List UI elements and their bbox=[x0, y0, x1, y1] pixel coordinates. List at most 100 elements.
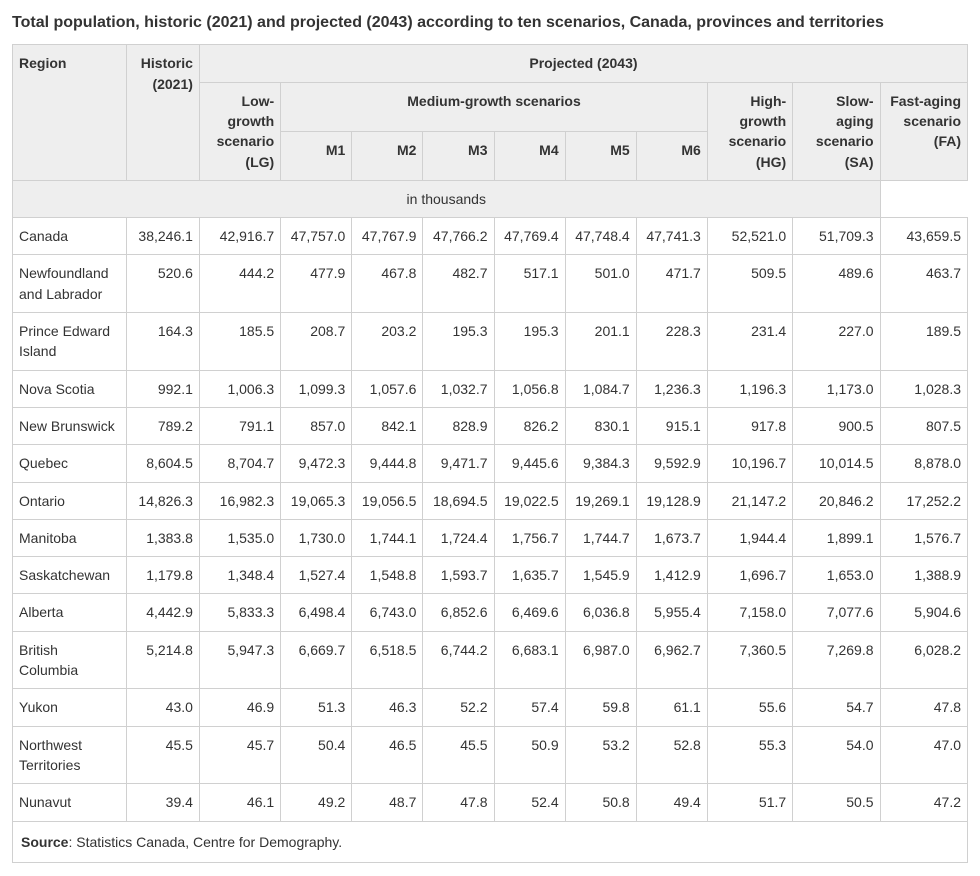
cell-value: 842.1 bbox=[352, 407, 423, 444]
cell-value: 5,904.6 bbox=[880, 594, 967, 631]
cell-value: 8,878.0 bbox=[880, 445, 967, 482]
cell-value: 467.8 bbox=[352, 255, 423, 313]
cell-value: 46.5 bbox=[352, 726, 423, 784]
cell-value: 20,846.2 bbox=[793, 482, 880, 519]
cell-value: 57.4 bbox=[494, 689, 565, 726]
cell-value: 9,471.7 bbox=[423, 445, 494, 482]
cell-value: 5,214.8 bbox=[126, 631, 199, 689]
cell-value: 444.2 bbox=[199, 255, 280, 313]
cell-region: Saskatchewan bbox=[13, 557, 127, 594]
cell-value: 45.5 bbox=[126, 726, 199, 784]
cell-value: 46.9 bbox=[199, 689, 280, 726]
cell-value: 203.2 bbox=[352, 313, 423, 371]
cell-value: 1,548.8 bbox=[352, 557, 423, 594]
cell-region: New Brunswick bbox=[13, 407, 127, 444]
cell-region: Newfoundland and Labrador bbox=[13, 255, 127, 313]
cell-value: 1,028.3 bbox=[880, 370, 967, 407]
cell-value: 1,056.8 bbox=[494, 370, 565, 407]
cell-value: 1,576.7 bbox=[880, 519, 967, 556]
col-fa: Fast-aging scenario (FA) bbox=[880, 82, 967, 180]
col-m3: M3 bbox=[423, 131, 494, 180]
cell-value: 54.0 bbox=[793, 726, 880, 784]
cell-value: 39.4 bbox=[126, 784, 199, 821]
cell-value: 1,545.9 bbox=[565, 557, 636, 594]
cell-value: 42,916.7 bbox=[199, 218, 280, 255]
cell-value: 19,065.3 bbox=[281, 482, 352, 519]
cell-value: 1,635.7 bbox=[494, 557, 565, 594]
source-text: : Statistics Canada, Centre for Demograp… bbox=[68, 834, 342, 850]
cell-value: 228.3 bbox=[636, 313, 707, 371]
cell-value: 463.7 bbox=[880, 255, 967, 313]
cell-region: Nunavut bbox=[13, 784, 127, 821]
cell-value: 1,730.0 bbox=[281, 519, 352, 556]
cell-value: 47,741.3 bbox=[636, 218, 707, 255]
cell-value: 1,179.8 bbox=[126, 557, 199, 594]
cell-value: 7,158.0 bbox=[707, 594, 792, 631]
source-label: Source bbox=[21, 834, 68, 850]
cell-value: 47,757.0 bbox=[281, 218, 352, 255]
cell-value: 517.1 bbox=[494, 255, 565, 313]
cell-value: 489.6 bbox=[793, 255, 880, 313]
col-medium: Medium-growth scenarios bbox=[281, 82, 708, 131]
cell-value: 1,724.4 bbox=[423, 519, 494, 556]
cell-value: 48.7 bbox=[352, 784, 423, 821]
cell-value: 164.3 bbox=[126, 313, 199, 371]
table-body: Canada38,246.142,916.747,757.047,767.947… bbox=[13, 218, 968, 821]
cell-value: 185.5 bbox=[199, 313, 280, 371]
cell-value: 6,518.5 bbox=[352, 631, 423, 689]
cell-value: 1,388.9 bbox=[880, 557, 967, 594]
cell-value: 47.2 bbox=[880, 784, 967, 821]
table-row: Nunavut39.446.149.248.747.852.450.849.45… bbox=[13, 784, 968, 821]
cell-value: 7,269.8 bbox=[793, 631, 880, 689]
cell-value: 992.1 bbox=[126, 370, 199, 407]
cell-value: 1,696.7 bbox=[707, 557, 792, 594]
cell-value: 9,592.9 bbox=[636, 445, 707, 482]
cell-value: 5,955.4 bbox=[636, 594, 707, 631]
cell-value: 1,057.6 bbox=[352, 370, 423, 407]
cell-value: 46.3 bbox=[352, 689, 423, 726]
table-row: Canada38,246.142,916.747,757.047,767.947… bbox=[13, 218, 968, 255]
cell-region: Prince Edward Island bbox=[13, 313, 127, 371]
cell-value: 47,767.9 bbox=[352, 218, 423, 255]
cell-value: 830.1 bbox=[565, 407, 636, 444]
cell-value: 501.0 bbox=[565, 255, 636, 313]
col-lg: Low-growth scenario (LG) bbox=[199, 82, 280, 180]
cell-value: 1,032.7 bbox=[423, 370, 494, 407]
cell-value: 6,987.0 bbox=[565, 631, 636, 689]
cell-value: 5,833.3 bbox=[199, 594, 280, 631]
table-footer: Source: Statistics Canada, Centre for De… bbox=[13, 821, 968, 862]
cell-value: 55.3 bbox=[707, 726, 792, 784]
cell-value: 50.4 bbox=[281, 726, 352, 784]
cell-value: 231.4 bbox=[707, 313, 792, 371]
cell-value: 1,899.1 bbox=[793, 519, 880, 556]
cell-value: 1,196.3 bbox=[707, 370, 792, 407]
cell-value: 10,014.5 bbox=[793, 445, 880, 482]
table-title: Total population, historic (2021) and pr… bbox=[12, 12, 968, 34]
cell-value: 6,744.2 bbox=[423, 631, 494, 689]
cell-value: 51,709.3 bbox=[793, 218, 880, 255]
col-m6: M6 bbox=[636, 131, 707, 180]
cell-region: Quebec bbox=[13, 445, 127, 482]
cell-value: 900.5 bbox=[793, 407, 880, 444]
table-header: Region Historic (2021) Projected (2043) … bbox=[13, 45, 968, 218]
cell-region: Yukon bbox=[13, 689, 127, 726]
cell-value: 19,269.1 bbox=[565, 482, 636, 519]
cell-value: 509.5 bbox=[707, 255, 792, 313]
cell-region: Alberta bbox=[13, 594, 127, 631]
cell-value: 61.1 bbox=[636, 689, 707, 726]
cell-value: 4,442.9 bbox=[126, 594, 199, 631]
cell-value: 19,022.5 bbox=[494, 482, 565, 519]
cell-value: 6,852.6 bbox=[423, 594, 494, 631]
col-region: Region bbox=[13, 45, 127, 180]
cell-value: 47.8 bbox=[423, 784, 494, 821]
cell-value: 8,704.7 bbox=[199, 445, 280, 482]
cell-value: 52.8 bbox=[636, 726, 707, 784]
cell-value: 6,498.4 bbox=[281, 594, 352, 631]
population-table: Region Historic (2021) Projected (2043) … bbox=[12, 44, 968, 862]
cell-value: 7,360.5 bbox=[707, 631, 792, 689]
cell-value: 5,947.3 bbox=[199, 631, 280, 689]
cell-value: 8,604.5 bbox=[126, 445, 199, 482]
cell-value: 9,472.3 bbox=[281, 445, 352, 482]
cell-value: 47.8 bbox=[880, 689, 967, 726]
cell-value: 482.7 bbox=[423, 255, 494, 313]
